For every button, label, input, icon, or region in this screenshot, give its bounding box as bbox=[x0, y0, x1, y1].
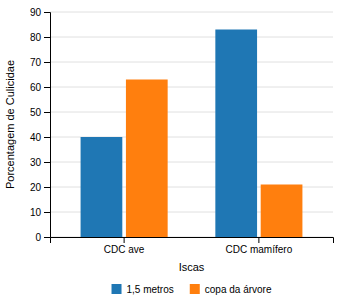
x-tick-label: CDC ave bbox=[104, 244, 145, 255]
x-tick: CDC ave bbox=[104, 237, 145, 255]
x-tick-label: CDC mamífero bbox=[226, 244, 293, 255]
y-tick-label: 30 bbox=[30, 157, 42, 168]
bar bbox=[81, 137, 123, 237]
y-tick-label: 20 bbox=[30, 182, 42, 193]
bars bbox=[81, 30, 303, 238]
legend: 1,5 metros copa da árvore bbox=[112, 284, 272, 295]
bar-series bbox=[126, 80, 302, 238]
x-axis-title: Iscas bbox=[179, 261, 205, 273]
legend-label: 1,5 metros bbox=[127, 284, 174, 295]
y-tick-label: 10 bbox=[30, 207, 42, 218]
chart: 0 10 20 30 40 50 60 70 80 90 CDC ave CDC mamífero Is… bbox=[0, 0, 345, 303]
y-tick-label: 40 bbox=[30, 132, 42, 143]
y-tick: 90 bbox=[30, 7, 50, 18]
y-tick: 0 bbox=[35, 232, 50, 243]
y-tick-label: 70 bbox=[30, 57, 42, 68]
x-tick: CDC mamífero bbox=[226, 237, 293, 255]
legend-item: copa da árvore bbox=[190, 284, 272, 295]
x-axis: CDC ave CDC mamífero bbox=[51, 237, 334, 255]
grid-line bbox=[50, 112, 333, 113]
y-tick-label: 90 bbox=[30, 7, 42, 18]
y-axis-title: Porcentagem de Culicidae bbox=[4, 60, 16, 189]
y-tick: 50 bbox=[30, 107, 50, 118]
y-tick-label: 60 bbox=[30, 82, 42, 93]
grid-line bbox=[50, 87, 333, 88]
y-tick-mark bbox=[44, 37, 50, 38]
plot: 0 10 20 30 40 50 60 70 80 90 CDC ave CDC mamífero Is… bbox=[4, 7, 334, 273]
y-axis-line bbox=[44, 13, 51, 238]
y-tick-label: 80 bbox=[30, 32, 42, 43]
y-tick-mark bbox=[44, 87, 50, 88]
y-tick: 60 bbox=[30, 82, 50, 93]
bar bbox=[126, 80, 168, 238]
bar bbox=[261, 185, 303, 238]
y-tick-label: 50 bbox=[30, 107, 42, 118]
x-axis-line bbox=[51, 238, 334, 244]
grid-line bbox=[50, 62, 333, 63]
grid bbox=[50, 12, 333, 237]
y-tick: 10 bbox=[30, 207, 50, 218]
legend-swatch bbox=[112, 284, 122, 294]
grid-line bbox=[50, 12, 333, 13]
y-tick: 40 bbox=[30, 132, 50, 143]
y-tick-mark bbox=[44, 187, 50, 188]
y-tick-mark bbox=[44, 237, 50, 238]
y-tick-mark bbox=[44, 162, 50, 163]
grid-line bbox=[50, 37, 333, 38]
y-tick-mark bbox=[44, 12, 50, 13]
legend-item: 1,5 metros bbox=[112, 284, 174, 295]
y-tick-mark bbox=[44, 137, 50, 138]
y-tick-mark bbox=[44, 112, 50, 113]
legend-label: copa da árvore bbox=[205, 284, 272, 295]
y-tick-label: 0 bbox=[35, 232, 41, 243]
bar-series bbox=[81, 30, 257, 238]
y-tick: 70 bbox=[30, 57, 50, 68]
legend-swatch bbox=[190, 284, 200, 294]
x-tick-mark bbox=[258, 237, 259, 243]
y-tick-mark bbox=[44, 62, 50, 63]
y-tick: 30 bbox=[30, 157, 50, 168]
y-axis: 0 10 20 30 40 50 60 70 80 90 bbox=[30, 7, 51, 243]
bar bbox=[215, 30, 257, 238]
y-tick-mark bbox=[44, 212, 50, 213]
y-tick: 20 bbox=[30, 182, 50, 193]
x-tick-mark bbox=[124, 237, 125, 243]
y-tick: 80 bbox=[30, 32, 50, 43]
